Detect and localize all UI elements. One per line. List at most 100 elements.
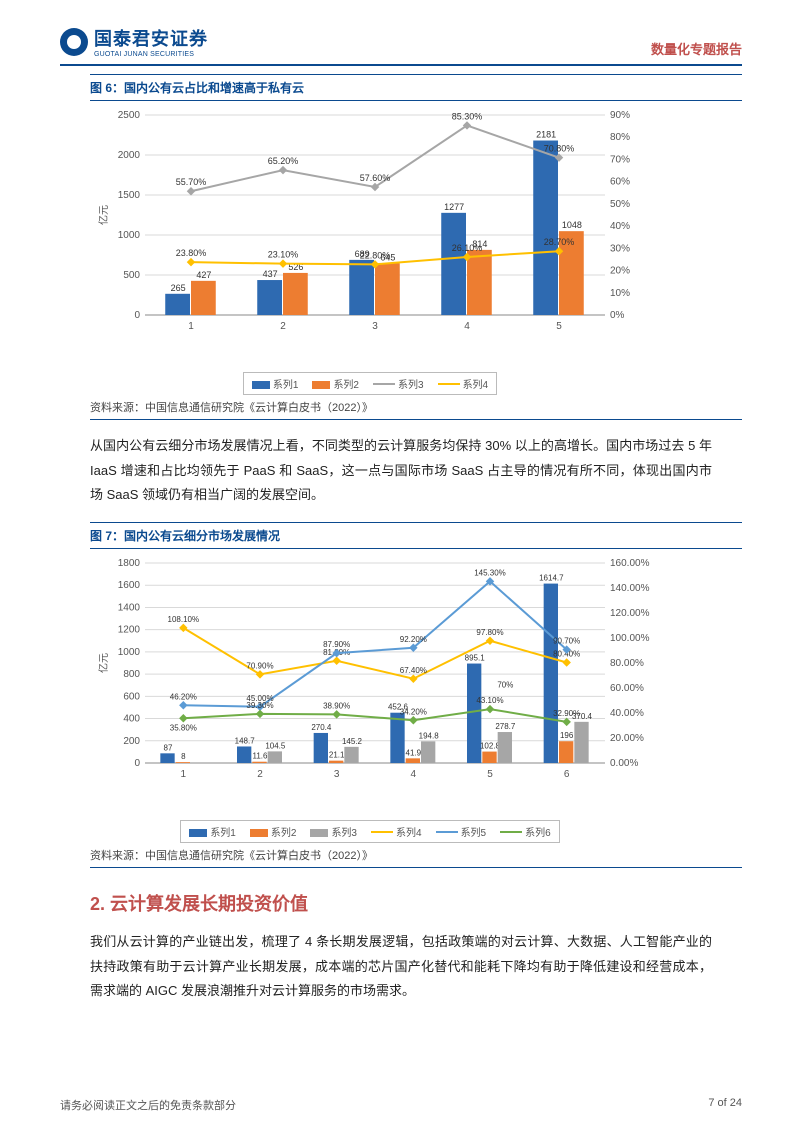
svg-text:194.8: 194.8 [419, 731, 440, 740]
svg-text:80%: 80% [610, 132, 630, 143]
svg-text:87.90%: 87.90% [323, 640, 350, 649]
svg-text:60.00%: 60.00% [610, 683, 644, 694]
figure-6-chart: 05001000150020002500亿元0%10%20%30%40%50%6… [90, 105, 650, 395]
svg-text:30%: 30% [610, 243, 630, 254]
figure-6-source: 资料来源：中国信息通信研究院《云计算白皮书（2022）》 [90, 399, 742, 420]
svg-text:43.10%: 43.10% [476, 696, 503, 705]
svg-text:1400: 1400 [118, 603, 141, 614]
figure-7-source: 资料来源：中国信息通信研究院《云计算白皮书（2022）》 [90, 847, 742, 868]
svg-text:50%: 50% [610, 199, 630, 210]
svg-text:148.7: 148.7 [235, 737, 256, 746]
logo-text-en: GUOTAI JUNAN SECURITIES [94, 51, 208, 58]
svg-text:800: 800 [123, 669, 140, 680]
svg-text:5: 5 [556, 321, 562, 332]
svg-text:100.00%: 100.00% [610, 633, 650, 644]
logo: 国泰君安证券 GUOTAI JUNAN SECURITIES [60, 25, 208, 58]
svg-text:160.00%: 160.00% [610, 558, 650, 569]
svg-text:55.70%: 55.70% [176, 177, 207, 187]
svg-text:265: 265 [171, 283, 186, 293]
paragraph-1: 从国内公有云细分市场发展情况上看，不同类型的云计算服务均保持 30% 以上的高增… [90, 434, 712, 508]
svg-text:278.7: 278.7 [495, 722, 516, 731]
svg-text:1500: 1500 [118, 190, 141, 201]
logo-text-block: 国泰君安证券 GUOTAI JUNAN SECURITIES [94, 25, 208, 58]
svg-text:140.00%: 140.00% [610, 583, 650, 594]
svg-text:4: 4 [411, 769, 417, 780]
figure-6-title: 图 6：国内公有云占比和增速高于私有云 [90, 74, 742, 101]
footer-disclaimer: 请务必阅读正文之后的免责条款部分 [60, 1097, 236, 1113]
svg-text:40%: 40% [610, 221, 630, 232]
svg-text:5: 5 [487, 769, 493, 780]
svg-text:34.20%: 34.20% [400, 707, 427, 716]
svg-text:270.4: 270.4 [311, 723, 332, 732]
svg-text:200: 200 [123, 736, 140, 747]
svg-text:120.00%: 120.00% [610, 608, 650, 619]
svg-text:4: 4 [464, 321, 470, 332]
svg-text:600: 600 [123, 691, 140, 702]
footer-page-number: 7 of 24 [708, 1097, 742, 1113]
svg-text:108.10%: 108.10% [168, 615, 200, 624]
svg-text:10%: 10% [610, 288, 630, 299]
svg-text:1000: 1000 [118, 647, 141, 658]
svg-text:1000: 1000 [118, 230, 141, 241]
svg-text:6: 6 [564, 769, 570, 780]
svg-text:亿元: 亿元 [97, 653, 110, 673]
svg-text:22.80%: 22.80% [360, 250, 391, 260]
svg-text:92.20%: 92.20% [400, 635, 427, 644]
svg-text:11.6: 11.6 [253, 752, 269, 761]
figure-7-chart: 020040060080010001200140016001800亿元0.00%… [90, 553, 650, 843]
svg-text:20%: 20% [610, 266, 630, 277]
svg-text:8: 8 [181, 752, 186, 761]
svg-text:35.80%: 35.80% [170, 723, 197, 732]
svg-text:2: 2 [280, 321, 286, 332]
svg-text:70%: 70% [610, 154, 630, 165]
svg-text:23.10%: 23.10% [268, 250, 299, 260]
svg-text:196: 196 [560, 731, 574, 740]
svg-text:90%: 90% [610, 110, 630, 121]
svg-text:57.60%: 57.60% [360, 173, 391, 183]
logo-text-cn: 国泰君安证券 [94, 25, 208, 51]
svg-text:145.30%: 145.30% [474, 568, 506, 577]
svg-text:40.00%: 40.00% [610, 708, 644, 719]
svg-text:104.5: 104.5 [265, 741, 286, 750]
svg-text:500: 500 [123, 270, 140, 281]
svg-text:145.2: 145.2 [342, 737, 363, 746]
logo-icon [60, 28, 88, 56]
svg-text:60%: 60% [610, 177, 630, 188]
svg-text:90.70%: 90.70% [553, 637, 580, 646]
svg-text:102.8: 102.8 [480, 742, 501, 751]
svg-text:0: 0 [134, 758, 140, 769]
svg-text:0%: 0% [610, 310, 625, 321]
svg-text:1600: 1600 [118, 580, 141, 591]
svg-text:2000: 2000 [118, 150, 141, 161]
svg-text:1277: 1277 [444, 202, 464, 212]
section-2-title: 2. 云计算发展长期投资价值 [90, 890, 742, 916]
paragraph-2: 我们从云计算的产业链出发，梳理了 4 条长期发展逻辑，包括政策端的对云计算、大数… [90, 930, 712, 1004]
svg-text:2: 2 [257, 769, 263, 780]
figure-7-legend: 系列1系列2系列3系列4系列5系列6 [180, 820, 559, 843]
svg-text:67.40%: 67.40% [400, 666, 427, 675]
svg-text:427: 427 [196, 270, 211, 280]
svg-text:400: 400 [123, 714, 140, 725]
svg-text:80.00%: 80.00% [610, 658, 644, 669]
svg-text:26.10%: 26.10% [452, 243, 483, 253]
figure-6-legend: 系列1系列2系列3系列4 [243, 372, 497, 395]
svg-text:41.9: 41.9 [406, 748, 422, 757]
svg-text:1200: 1200 [118, 625, 141, 636]
page-footer: 请务必阅读正文之后的免责条款部分 7 of 24 [60, 1097, 742, 1113]
svg-text:1800: 1800 [118, 558, 141, 569]
svg-text:895.1: 895.1 [465, 654, 486, 663]
svg-text:46.20%: 46.20% [170, 692, 197, 701]
svg-text:1: 1 [181, 769, 187, 780]
svg-text:87: 87 [164, 743, 173, 752]
svg-text:85.30%: 85.30% [452, 111, 483, 121]
svg-text:2181: 2181 [536, 130, 556, 140]
svg-text:20.00%: 20.00% [610, 733, 644, 744]
svg-text:1614.7: 1614.7 [539, 574, 564, 583]
svg-text:97.80%: 97.80% [476, 628, 503, 637]
svg-text:70%: 70% [497, 681, 513, 690]
figure-7-title: 图 7：国内公有云细分市场发展情况 [90, 522, 742, 549]
svg-text:65.20%: 65.20% [268, 156, 299, 166]
svg-text:437: 437 [263, 269, 278, 279]
svg-text:70.90%: 70.90% [246, 661, 273, 670]
svg-text:23.80%: 23.80% [176, 248, 207, 258]
